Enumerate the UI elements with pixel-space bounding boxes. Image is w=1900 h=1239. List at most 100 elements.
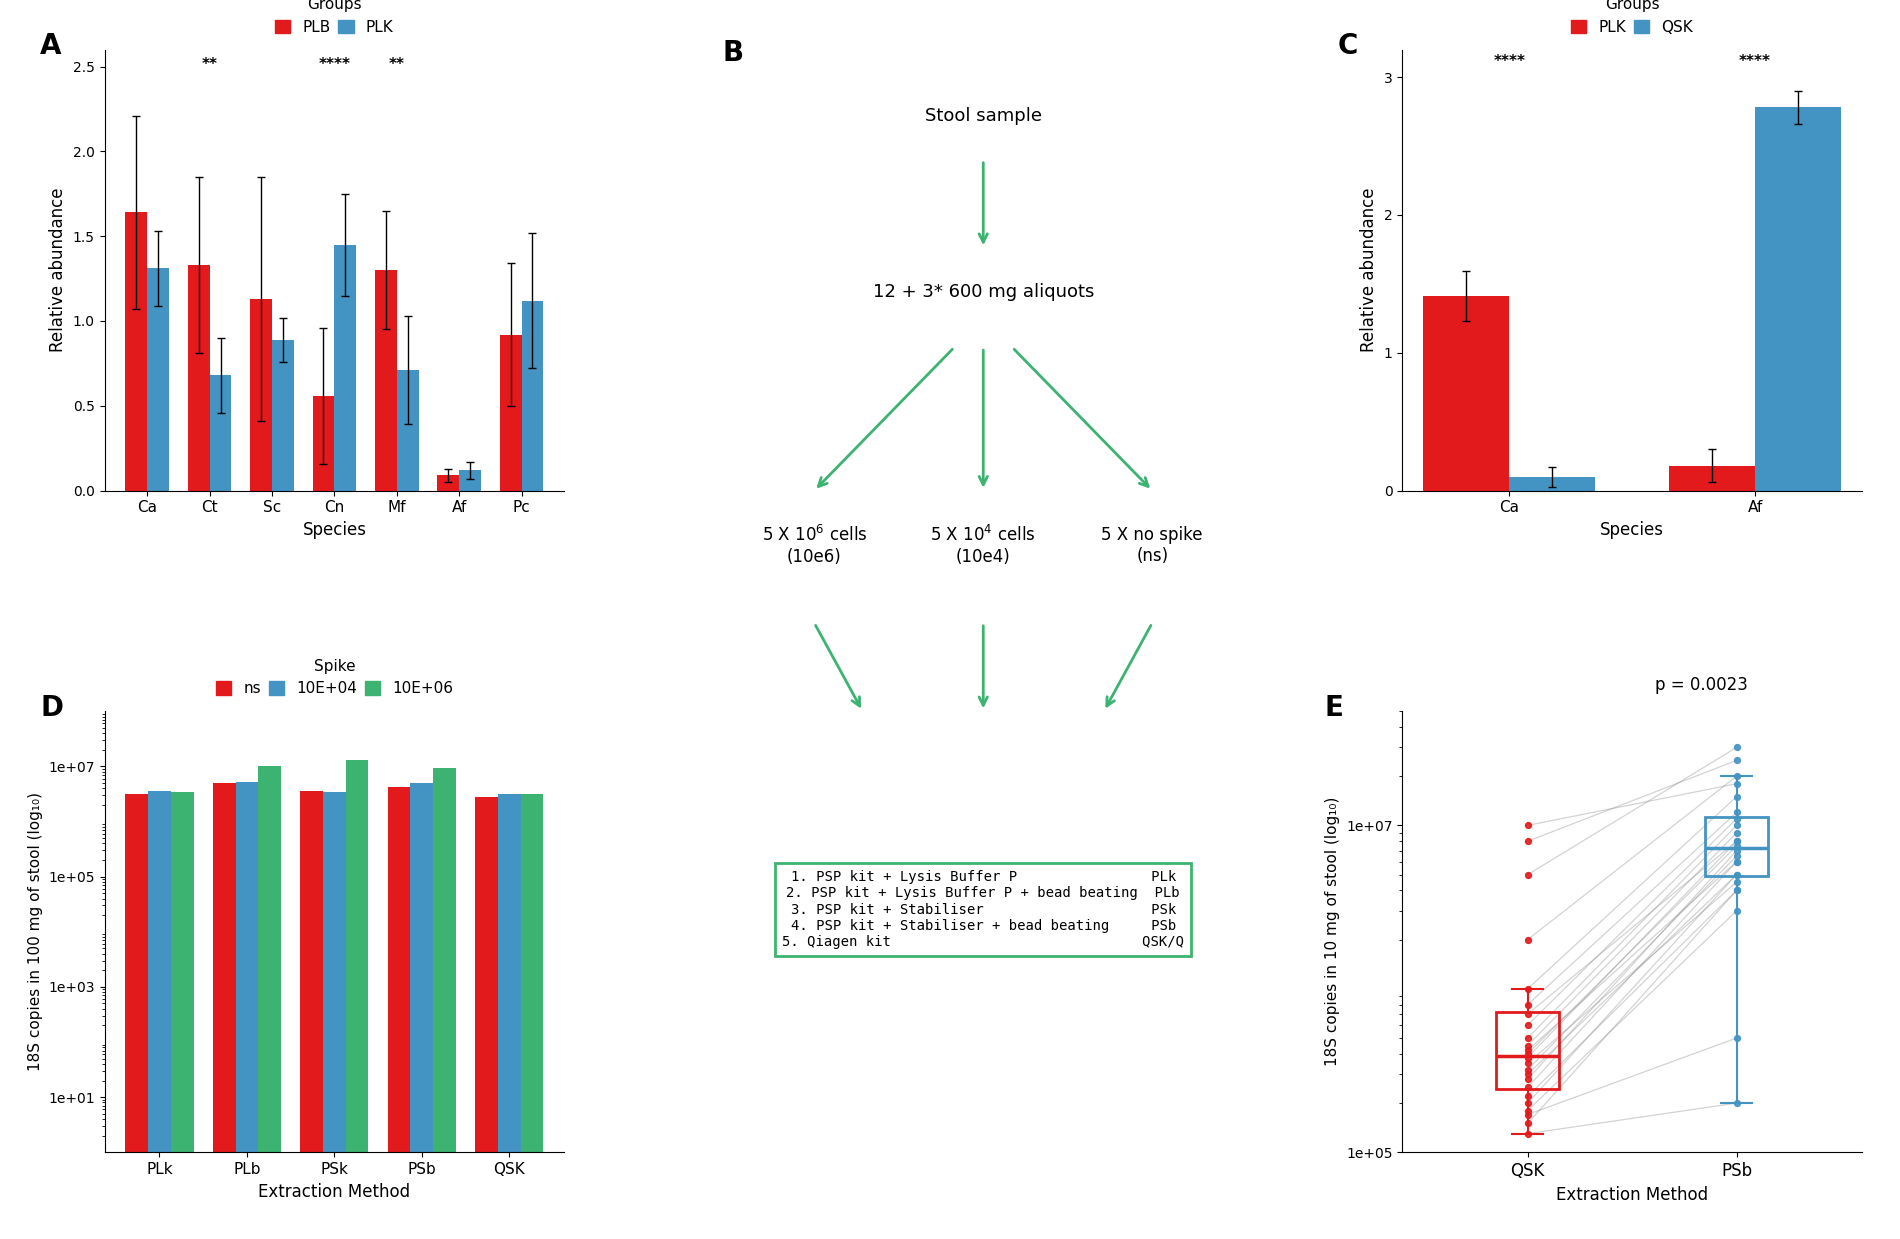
- Point: [1512, 1124, 1543, 1144]
- Bar: [410, 783, 433, 1239]
- Point: [1721, 836, 1752, 856]
- Point: [1512, 1028, 1543, 1048]
- Text: A: A: [40, 32, 61, 59]
- Bar: [171, 792, 194, 1239]
- Point: [1512, 1069, 1543, 1089]
- Bar: [437, 476, 460, 491]
- Point: [1721, 865, 1752, 885]
- Point: [1512, 1048, 1543, 1068]
- Bar: [125, 794, 148, 1239]
- Text: ****: ****: [1493, 53, 1526, 69]
- Bar: [258, 766, 281, 1239]
- X-axis label: Species: Species: [302, 520, 367, 539]
- Bar: [1509, 477, 1596, 491]
- Point: [1512, 815, 1543, 835]
- Point: [1512, 979, 1543, 999]
- Bar: [388, 787, 410, 1239]
- Point: [1721, 809, 1752, 829]
- Text: 5 X 10$^4$ cells
(10e4): 5 X 10$^4$ cells (10e4): [931, 525, 1036, 566]
- Bar: [374, 270, 397, 491]
- Bar: [1423, 296, 1509, 491]
- Bar: [498, 794, 521, 1239]
- Text: E: E: [1324, 694, 1343, 721]
- Point: [1721, 881, 1752, 901]
- Y-axis label: Relative abundance: Relative abundance: [49, 188, 66, 352]
- Point: [1512, 1015, 1543, 1035]
- Text: **: **: [201, 57, 219, 72]
- Point: [1512, 1059, 1543, 1079]
- Bar: [475, 797, 498, 1239]
- Bar: [146, 269, 169, 491]
- Text: 5 X 10$^6$ cells
(10e6): 5 X 10$^6$ cells (10e6): [762, 525, 866, 566]
- Bar: [272, 339, 294, 491]
- Legend: ns, 10E+04, 10E+06: ns, 10E+04, 10E+06: [209, 653, 460, 703]
- Point: [1512, 1114, 1543, 1134]
- Point: [1721, 872, 1752, 892]
- Point: [1721, 737, 1752, 757]
- Point: [1512, 1036, 1543, 1056]
- X-axis label: Extraction Method: Extraction Method: [258, 1182, 410, 1201]
- Text: D: D: [40, 694, 63, 721]
- Point: [1721, 841, 1752, 861]
- Bar: [209, 375, 232, 491]
- Point: [1512, 1044, 1543, 1064]
- Point: [1721, 823, 1752, 843]
- Point: [1512, 1105, 1543, 1125]
- Point: [1512, 1100, 1543, 1120]
- Point: [1512, 865, 1543, 885]
- Text: ****: ****: [319, 57, 350, 72]
- Y-axis label: 18S copies in 10 mg of stool (log₁₀): 18S copies in 10 mg of stool (log₁₀): [1326, 797, 1341, 1067]
- Y-axis label: Relative abundance: Relative abundance: [1360, 188, 1377, 352]
- Bar: [148, 792, 171, 1239]
- Bar: [236, 782, 258, 1239]
- Bar: [312, 395, 334, 491]
- Point: [1721, 1093, 1752, 1113]
- Point: [1721, 851, 1752, 871]
- Point: [1721, 815, 1752, 835]
- Point: [1721, 865, 1752, 885]
- Text: C: C: [1338, 32, 1358, 59]
- Point: [1721, 751, 1752, 771]
- Bar: [188, 265, 209, 491]
- Bar: [213, 783, 236, 1239]
- Bar: [125, 212, 146, 491]
- Bar: [1756, 108, 1841, 491]
- Point: [1721, 1028, 1752, 1048]
- Text: Stool sample: Stool sample: [925, 107, 1041, 125]
- Point: [1721, 846, 1752, 866]
- Point: [1512, 995, 1543, 1015]
- Bar: [334, 244, 355, 491]
- Y-axis label: 18S copies in 100 mg of stool (log₁₀): 18S copies in 100 mg of stool (log₁₀): [28, 792, 42, 1072]
- Bar: [1668, 466, 1756, 491]
- Text: 12 + 3* 600 mg aliquots: 12 + 3* 600 mg aliquots: [872, 284, 1094, 301]
- Bar: [433, 767, 456, 1239]
- Legend: PLB, PLK: PLB, PLK: [270, 0, 399, 41]
- Bar: [300, 792, 323, 1239]
- Point: [1721, 831, 1752, 851]
- Point: [1512, 1053, 1543, 1073]
- Bar: [323, 792, 346, 1239]
- Point: [1512, 1064, 1543, 1084]
- Bar: [521, 794, 543, 1239]
- Point: [1721, 803, 1752, 823]
- Bar: [521, 301, 543, 491]
- Point: [1512, 1005, 1543, 1025]
- Point: [1512, 1087, 1543, 1106]
- Text: 1. PSP kit + Lysis Buffer P                PLk
2. PSP kit + Lysis Buffer P + bea: 1. PSP kit + Lysis Buffer P PLk 2. PSP k…: [783, 870, 1184, 949]
- Point: [1721, 831, 1752, 851]
- Legend: PLK, QSK: PLK, QSK: [1566, 0, 1699, 41]
- Text: **: **: [390, 57, 405, 72]
- X-axis label: Species: Species: [1600, 520, 1664, 539]
- Point: [1721, 774, 1752, 794]
- Point: [1721, 787, 1752, 807]
- Text: p = 0.0023: p = 0.0023: [1655, 675, 1748, 694]
- Point: [1721, 851, 1752, 871]
- Text: B: B: [722, 38, 743, 67]
- Point: [1721, 766, 1752, 786]
- Point: [1512, 929, 1543, 949]
- Bar: [460, 471, 481, 491]
- Point: [1512, 1078, 1543, 1098]
- Point: [1512, 1041, 1543, 1061]
- Point: [1721, 881, 1752, 901]
- Bar: [251, 299, 272, 491]
